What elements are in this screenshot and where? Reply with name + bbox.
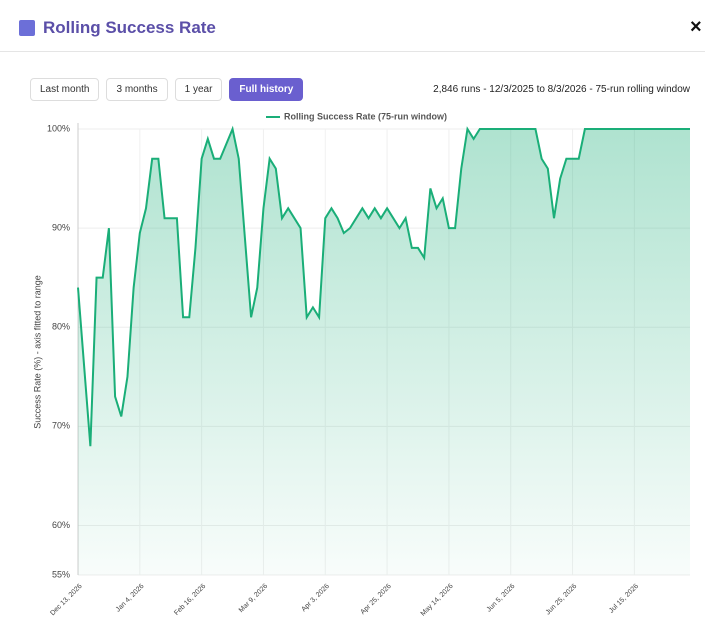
run-info: 2,846 runs - 12/3/2025 to 8/3/2026 - 75-… — [433, 84, 690, 95]
x-tick-label: Dec 13, 2026 — [49, 583, 83, 617]
dialog-title: Rolling Success Rate — [43, 18, 216, 37]
area — [78, 129, 690, 575]
y-tick-label: 70% — [52, 421, 70, 431]
x-tick-label: Jul 15, 2026 — [608, 583, 640, 615]
chart: 55% 60% 70% 80% 90% 100% Dec 13, 2026 Jan 4, 20… — [32, 111, 690, 618]
x-tick-label: Apr 3, 2026 — [300, 583, 331, 614]
y-tick-label: 60% — [52, 520, 70, 530]
range-buttons: Last month 3 months 1 year Full history — [30, 78, 304, 101]
close-button[interactable]: × — [690, 16, 702, 38]
x-tick-label: Mar 9, 2026 — [238, 583, 269, 614]
legend-label: Rolling Success Rate (75-run window) — [284, 111, 447, 121]
x-tick-label: Jun 25, 2026 — [545, 583, 579, 617]
y-tick-label: 55% — [52, 569, 70, 579]
x-tick-label: May 14, 2026 — [420, 583, 455, 618]
range-button[interactable]: Full history — [229, 78, 304, 101]
line — [77, 125, 690, 447]
y-axis-label: Success Rate (%) - axis fitted to range — [32, 275, 42, 429]
y-tick-label: 100% — [47, 123, 70, 133]
y-tick-label: 80% — [52, 322, 70, 332]
divider — [0, 51, 705, 52]
x-tick-label: Jan 4, 2026 — [115, 583, 146, 614]
range-button[interactable]: Last month — [30, 78, 100, 101]
title-icon — [19, 20, 35, 36]
y-tick-label: 90% — [52, 222, 70, 232]
x-tick-label: Apr 25, 2026 — [360, 583, 393, 616]
range-button[interactable]: 3 months — [106, 78, 168, 101]
x-tick-label: Jun 5, 2026 — [486, 583, 517, 614]
x-tick-label: Feb 16, 2026 — [173, 583, 207, 617]
range-button[interactable]: 1 year — [174, 78, 223, 101]
